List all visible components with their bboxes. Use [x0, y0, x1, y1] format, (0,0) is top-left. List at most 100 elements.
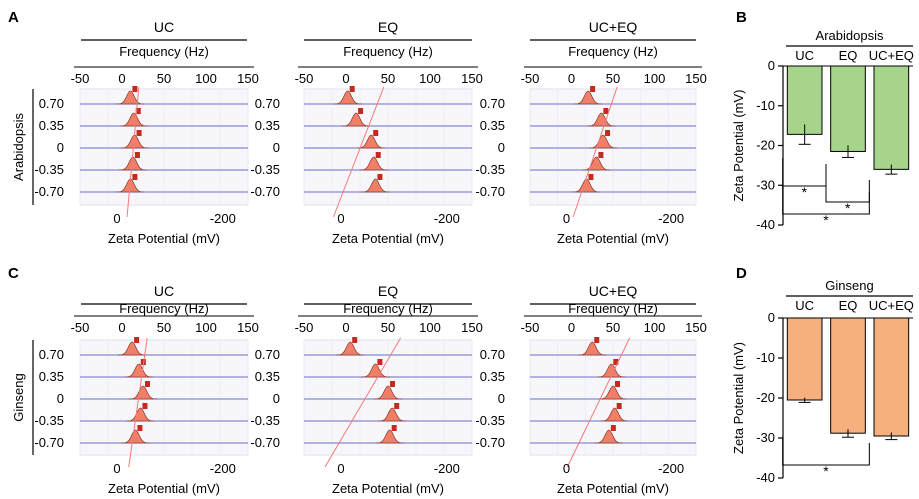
spectrum-peak [126, 407, 155, 422]
significance-label: * [845, 200, 851, 216]
trace-label: 0.70 [255, 347, 280, 362]
significance-label: * [823, 463, 829, 479]
y-tick-label: -10 [756, 98, 775, 113]
trace-label: -0.35 [250, 413, 280, 428]
category-label: UC+EQ [869, 298, 914, 313]
y-axis-label: Zeta Potential (mV) [731, 342, 746, 454]
frequency-tick-label: 50 [157, 71, 171, 86]
spectra-panels: Arabidopsis UC Frequency (Hz) -50 0 50 100 150 0… [11, 19, 707, 496]
trace-label: 0.35 [39, 369, 64, 384]
peak-marker [594, 337, 600, 343]
column-header: UC [154, 283, 174, 299]
trace-label: 0 [498, 140, 505, 155]
spectrum-peak [587, 112, 616, 127]
spectrum-peak [588, 134, 618, 149]
peak-marker [616, 403, 622, 409]
spectrum-peak [377, 407, 407, 422]
bar [786, 317, 823, 401]
trace-label: -0.35 [34, 413, 64, 428]
peak-marker [394, 403, 400, 409]
fit-line [572, 86, 618, 218]
trace-label: 0.70 [480, 96, 505, 111]
bar [830, 317, 866, 434]
spectrum-peak [598, 385, 628, 400]
frequency-tick-label: 150 [685, 71, 707, 86]
spectrum-panel: EQ Frequency (Hz) -50 0 50 100 150 0.70 0.35 0 -0.… [250, 19, 482, 246]
frequency-tick-label: 150 [461, 320, 483, 335]
spectrum-peak [582, 156, 611, 171]
trace-label: -0.70 [34, 184, 64, 199]
peak-marker [142, 403, 148, 409]
frequency-tick-label: 100 [419, 320, 441, 335]
zeta-axis-label: Zeta Potential (mV) [108, 231, 220, 246]
frequency-tick-label: 0 [118, 320, 125, 335]
frequency-tick-label: 0 [342, 320, 349, 335]
trace-label: 0.70 [39, 96, 64, 111]
spectrum-peak [116, 90, 145, 105]
panel-letter: B [736, 9, 747, 26]
zeta-tick-label: 0 [113, 211, 120, 226]
peak-marker [352, 337, 358, 343]
frequency-axis-label: Frequency (Hz) [343, 44, 433, 59]
zeta-tick-label: 0 [563, 461, 570, 476]
spectrum-peak [117, 341, 147, 356]
peak-marker [349, 86, 355, 92]
category-label: UC [795, 298, 814, 313]
bar-chart-title: Ginseng [825, 278, 873, 293]
spectrum-peak [341, 112, 371, 127]
zeta-axis-label: Zeta Potential (mV) [332, 481, 444, 496]
zeta-tick-label: -200 [658, 461, 684, 476]
spectrum-peak [361, 363, 390, 378]
frequency-axis-label: Frequency (Hz) [568, 44, 658, 59]
trace-label: 0 [498, 391, 505, 406]
trace-label: -0.35 [475, 162, 505, 177]
frequency-axis-label: Frequency (Hz) [119, 301, 209, 316]
spectra-row: Arabidopsis UC Frequency (Hz) -50 0 50 100 150 0… [11, 19, 707, 246]
peak-marker [598, 152, 604, 158]
species-label: Arabidopsis [11, 113, 26, 181]
y-tick-label: -20 [756, 138, 775, 153]
frequency-tick-label: 100 [195, 320, 217, 335]
spectrum-peak [600, 407, 629, 422]
trace-label: 0.70 [39, 347, 64, 362]
trace-label: -0.70 [250, 184, 280, 199]
zeta-axis-label: Zeta Potential (mV) [557, 231, 669, 246]
significance-bracket [782, 186, 870, 215]
y-axis-label: Zeta Potential (mV) [731, 90, 746, 202]
zeta-axis-label: Zeta Potential (mV) [108, 481, 220, 496]
fit-line [128, 337, 148, 468]
column-header: UC+EQ [589, 19, 638, 35]
spectrum-peak [120, 134, 149, 149]
bar [830, 65, 866, 152]
frequency-tick-label: 150 [685, 320, 707, 335]
frequency-tick-label: -50 [295, 71, 314, 86]
peak-marker [605, 130, 611, 136]
spectrum-peak [359, 156, 389, 171]
category-label: EQ [839, 48, 858, 63]
zeta-tick-label: 0 [337, 461, 344, 476]
zeta-axis-label: Zeta Potential (mV) [332, 231, 444, 246]
frequency-axis-label: Frequency (Hz) [119, 44, 209, 59]
column-header: EQ [378, 19, 398, 35]
significance-label: * [823, 212, 829, 228]
y-tick-label: -30 [756, 177, 775, 192]
zeta-tick-label: -200 [658, 211, 684, 226]
peak-marker [603, 108, 609, 114]
bar [873, 65, 910, 170]
frequency-tick-label: -50 [71, 320, 90, 335]
frequency-tick-label: 100 [644, 71, 666, 86]
frequency-tick-label: 50 [381, 320, 395, 335]
frequency-tick-label: 0 [118, 71, 125, 86]
bar-chart: Ginseng 0 -10 -20 -30 -40 Zeta Potential (mV) U… [731, 278, 914, 485]
spectrum-peak [375, 429, 404, 444]
frequency-tick-label: 100 [644, 320, 666, 335]
peak-marker [391, 425, 397, 431]
y-tick-label: 0 [768, 58, 775, 73]
trace-label: 0.35 [255, 369, 280, 384]
spectrum-peak [333, 90, 362, 105]
species-label: Ginseng [11, 373, 26, 421]
trace-label: 0 [273, 140, 280, 155]
peak-marker [615, 381, 620, 387]
bar-chart-panels: Arabidopsis 0 -10 -20 -30 -40 Zeta Potential (… [731, 28, 914, 485]
zeta-tick-label: 0 [337, 211, 344, 226]
